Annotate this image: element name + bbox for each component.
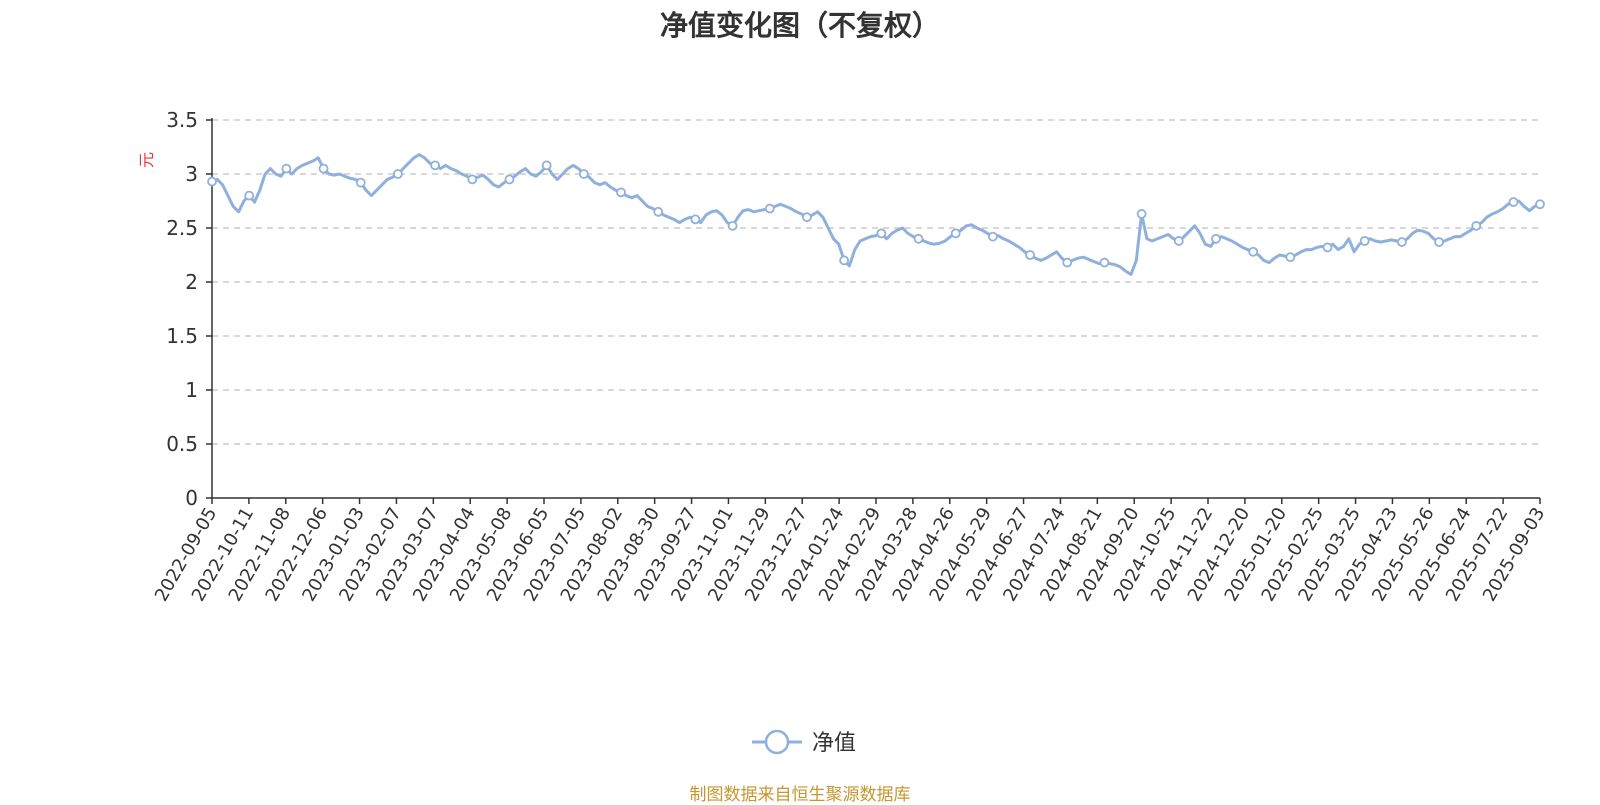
legend-label: 净值 [812, 731, 856, 756]
y-tick-label: 0 [185, 486, 198, 510]
y-tick-label: 1 [185, 378, 198, 402]
data-point-marker[interactable] [1396, 237, 1407, 247]
data-point-marker[interactable] [430, 160, 441, 171]
data-point-marker[interactable] [1471, 220, 1482, 231]
source-note: 制图数据来自恒生聚源数据库 [689, 785, 911, 805]
data-point-marker[interactable] [690, 214, 701, 225]
series-line-path [211, 153, 1541, 276]
data-point-marker[interactable] [653, 206, 664, 217]
data-point-marker[interactable] [281, 163, 292, 174]
data-point-marker[interactable] [913, 233, 924, 244]
data-point-marker[interactable] [504, 174, 515, 185]
data-point-marker[interactable] [393, 169, 403, 179]
data-point-marker[interactable] [355, 177, 366, 188]
series-markers [207, 160, 1545, 268]
data-point-marker[interactable] [802, 212, 812, 223]
grid-lines [212, 119, 1540, 445]
y-tick-label: 3.5 [166, 108, 198, 132]
y-tick-label: 2.5 [166, 216, 198, 240]
chart-title: 净值变化图（不复权） [659, 9, 940, 42]
data-point-marker[interactable] [1062, 257, 1073, 268]
y-tick-label: 3 [185, 162, 198, 186]
data-point-marker[interactable] [839, 255, 850, 266]
data-point-marker[interactable] [1535, 199, 1545, 210]
data-point-marker[interactable] [950, 228, 961, 239]
data-point-marker[interactable] [467, 174, 478, 185]
x-tick-labels: 2022-09-052022-10-112022-11-082022-12-06… [151, 498, 1549, 605]
y-tick-label: 2 [185, 270, 198, 294]
data-point-marker[interactable] [876, 228, 887, 239]
data-point-marker[interactable] [578, 169, 589, 179]
legend[interactable]: 净值 [752, 729, 856, 756]
y-tick-label: 0.5 [166, 432, 198, 456]
data-point-marker[interactable] [1359, 236, 1370, 246]
data-point-marker[interactable] [1434, 237, 1444, 247]
data-point-marker[interactable] [207, 176, 217, 187]
data-point-marker[interactable] [1025, 250, 1035, 260]
y-axis-label: 元 [137, 152, 156, 168]
data-point-marker[interactable] [616, 187, 626, 198]
data-point-marker[interactable] [764, 203, 775, 214]
data-point-marker[interactable] [541, 160, 552, 171]
data-point-marker[interactable] [1173, 236, 1184, 246]
data-point-marker[interactable] [1248, 246, 1259, 257]
legend-circle-icon [764, 729, 790, 755]
data-point-marker[interactable] [1136, 209, 1147, 219]
data-point-marker[interactable] [244, 190, 255, 201]
y-tick-labels: 0 0.5 1 1.5 2 2.5 3 3.5 [166, 108, 212, 510]
series-line [211, 153, 1541, 276]
data-point-marker[interactable] [987, 231, 998, 242]
data-point-marker[interactable] [1211, 233, 1221, 244]
data-point-marker[interactable] [1099, 257, 1110, 268]
data-point-marker[interactable] [1285, 252, 1296, 263]
data-point-marker[interactable] [318, 163, 329, 174]
data-point-marker[interactable] [1508, 197, 1519, 207]
y-tick-label: 1.5 [166, 324, 198, 348]
axes [211, 118, 1540, 499]
data-point-marker[interactable] [727, 220, 738, 231]
data-point-marker[interactable] [1322, 242, 1333, 253]
